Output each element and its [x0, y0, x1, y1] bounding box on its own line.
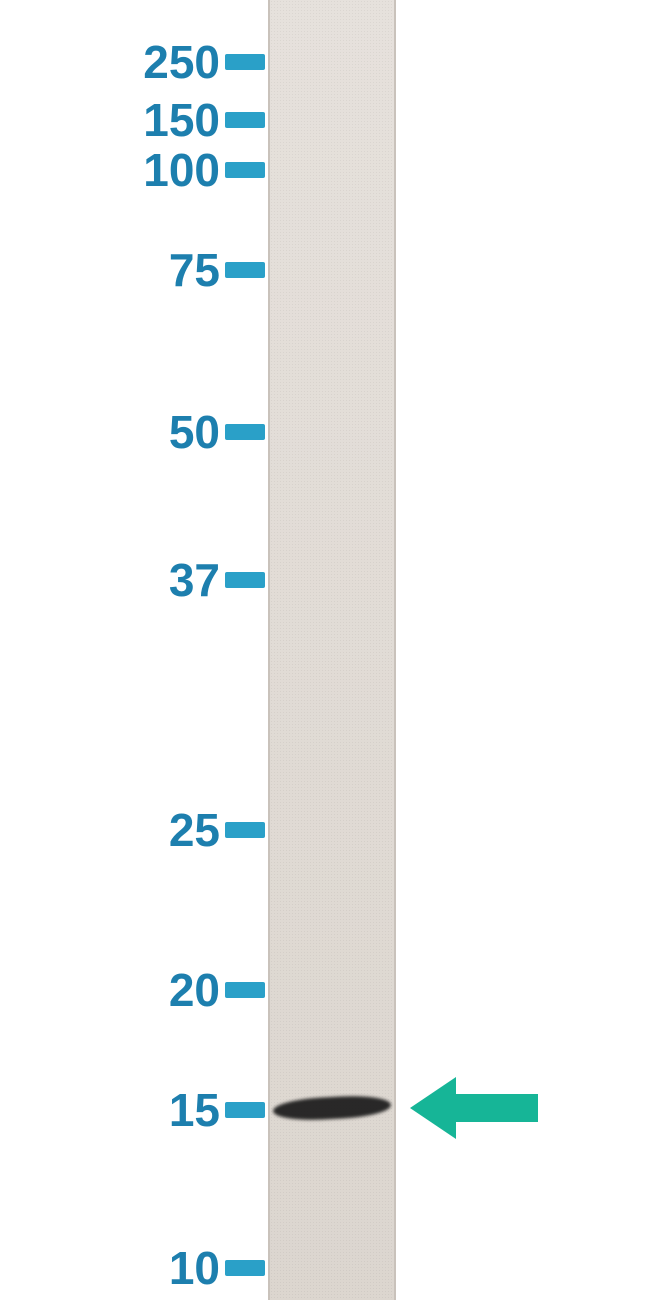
mw-label-15: 15: [0, 1083, 220, 1137]
mw-tick-37: [225, 572, 265, 588]
mw-tick-20: [225, 982, 265, 998]
mw-tick-15: [225, 1102, 265, 1118]
mw-label-100: 100: [0, 143, 220, 197]
mw-label-75: 75: [0, 243, 220, 297]
protein-bands: [268, 0, 396, 1300]
mw-tick-150: [225, 112, 265, 128]
mw-label-37: 37: [0, 553, 220, 607]
band-indicator-arrow: [410, 1077, 538, 1139]
mw-tick-250: [225, 54, 265, 70]
mw-tick-50: [225, 424, 265, 440]
protein-band-0: [273, 1094, 392, 1122]
mw-label-50: 50: [0, 405, 220, 459]
mw-label-10: 10: [0, 1241, 220, 1295]
mw-label-150: 150: [0, 93, 220, 147]
mw-label-25: 25: [0, 803, 220, 857]
arrow-shaft: [456, 1094, 538, 1122]
mw-tick-75: [225, 262, 265, 278]
arrow-head-icon: [410, 1077, 456, 1139]
mw-tick-100: [225, 162, 265, 178]
mw-tick-25: [225, 822, 265, 838]
mw-tick-10: [225, 1260, 265, 1276]
mw-label-250: 250: [0, 35, 220, 89]
mw-label-20: 20: [0, 963, 220, 1017]
